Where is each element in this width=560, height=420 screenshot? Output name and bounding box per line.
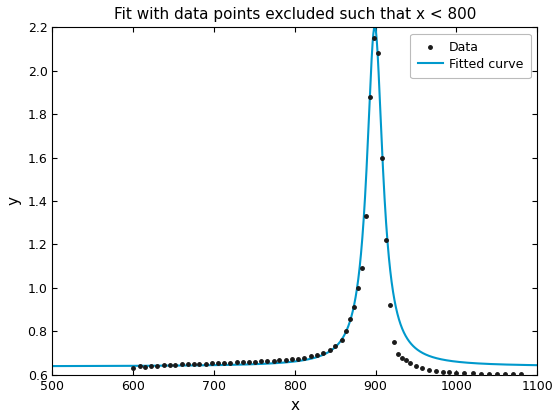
Fitted curve bbox=[365, 143, 371, 148]
Fitted curve bbox=[137, 363, 144, 368]
X-axis label: x: x bbox=[290, 398, 299, 413]
Data bbox=[517, 372, 524, 377]
Y-axis label: y: y bbox=[7, 197, 22, 205]
Fitted curve bbox=[411, 344, 418, 349]
Data bbox=[161, 363, 167, 368]
Data bbox=[407, 360, 414, 365]
Fitted curve bbox=[447, 358, 454, 363]
Fitted curve bbox=[234, 362, 241, 367]
Fitted curve bbox=[534, 362, 540, 368]
Data bbox=[130, 365, 137, 370]
Data bbox=[477, 371, 484, 376]
Fitted curve bbox=[49, 364, 56, 369]
Data bbox=[295, 356, 301, 361]
Data bbox=[178, 362, 185, 367]
Fitted curve bbox=[340, 335, 347, 340]
Line: Fitted curve: Fitted curve bbox=[53, 26, 537, 366]
Line: Data: Data bbox=[130, 35, 525, 378]
Title: Fit with data points excluded such that x < 800: Fit with data points excluded such that … bbox=[114, 7, 476, 22]
Data bbox=[371, 36, 377, 41]
Data bbox=[510, 372, 516, 377]
Fitted curve bbox=[371, 24, 378, 29]
Data bbox=[313, 352, 320, 357]
Legend: Data, Fitted curve: Data, Fitted curve bbox=[410, 34, 531, 78]
